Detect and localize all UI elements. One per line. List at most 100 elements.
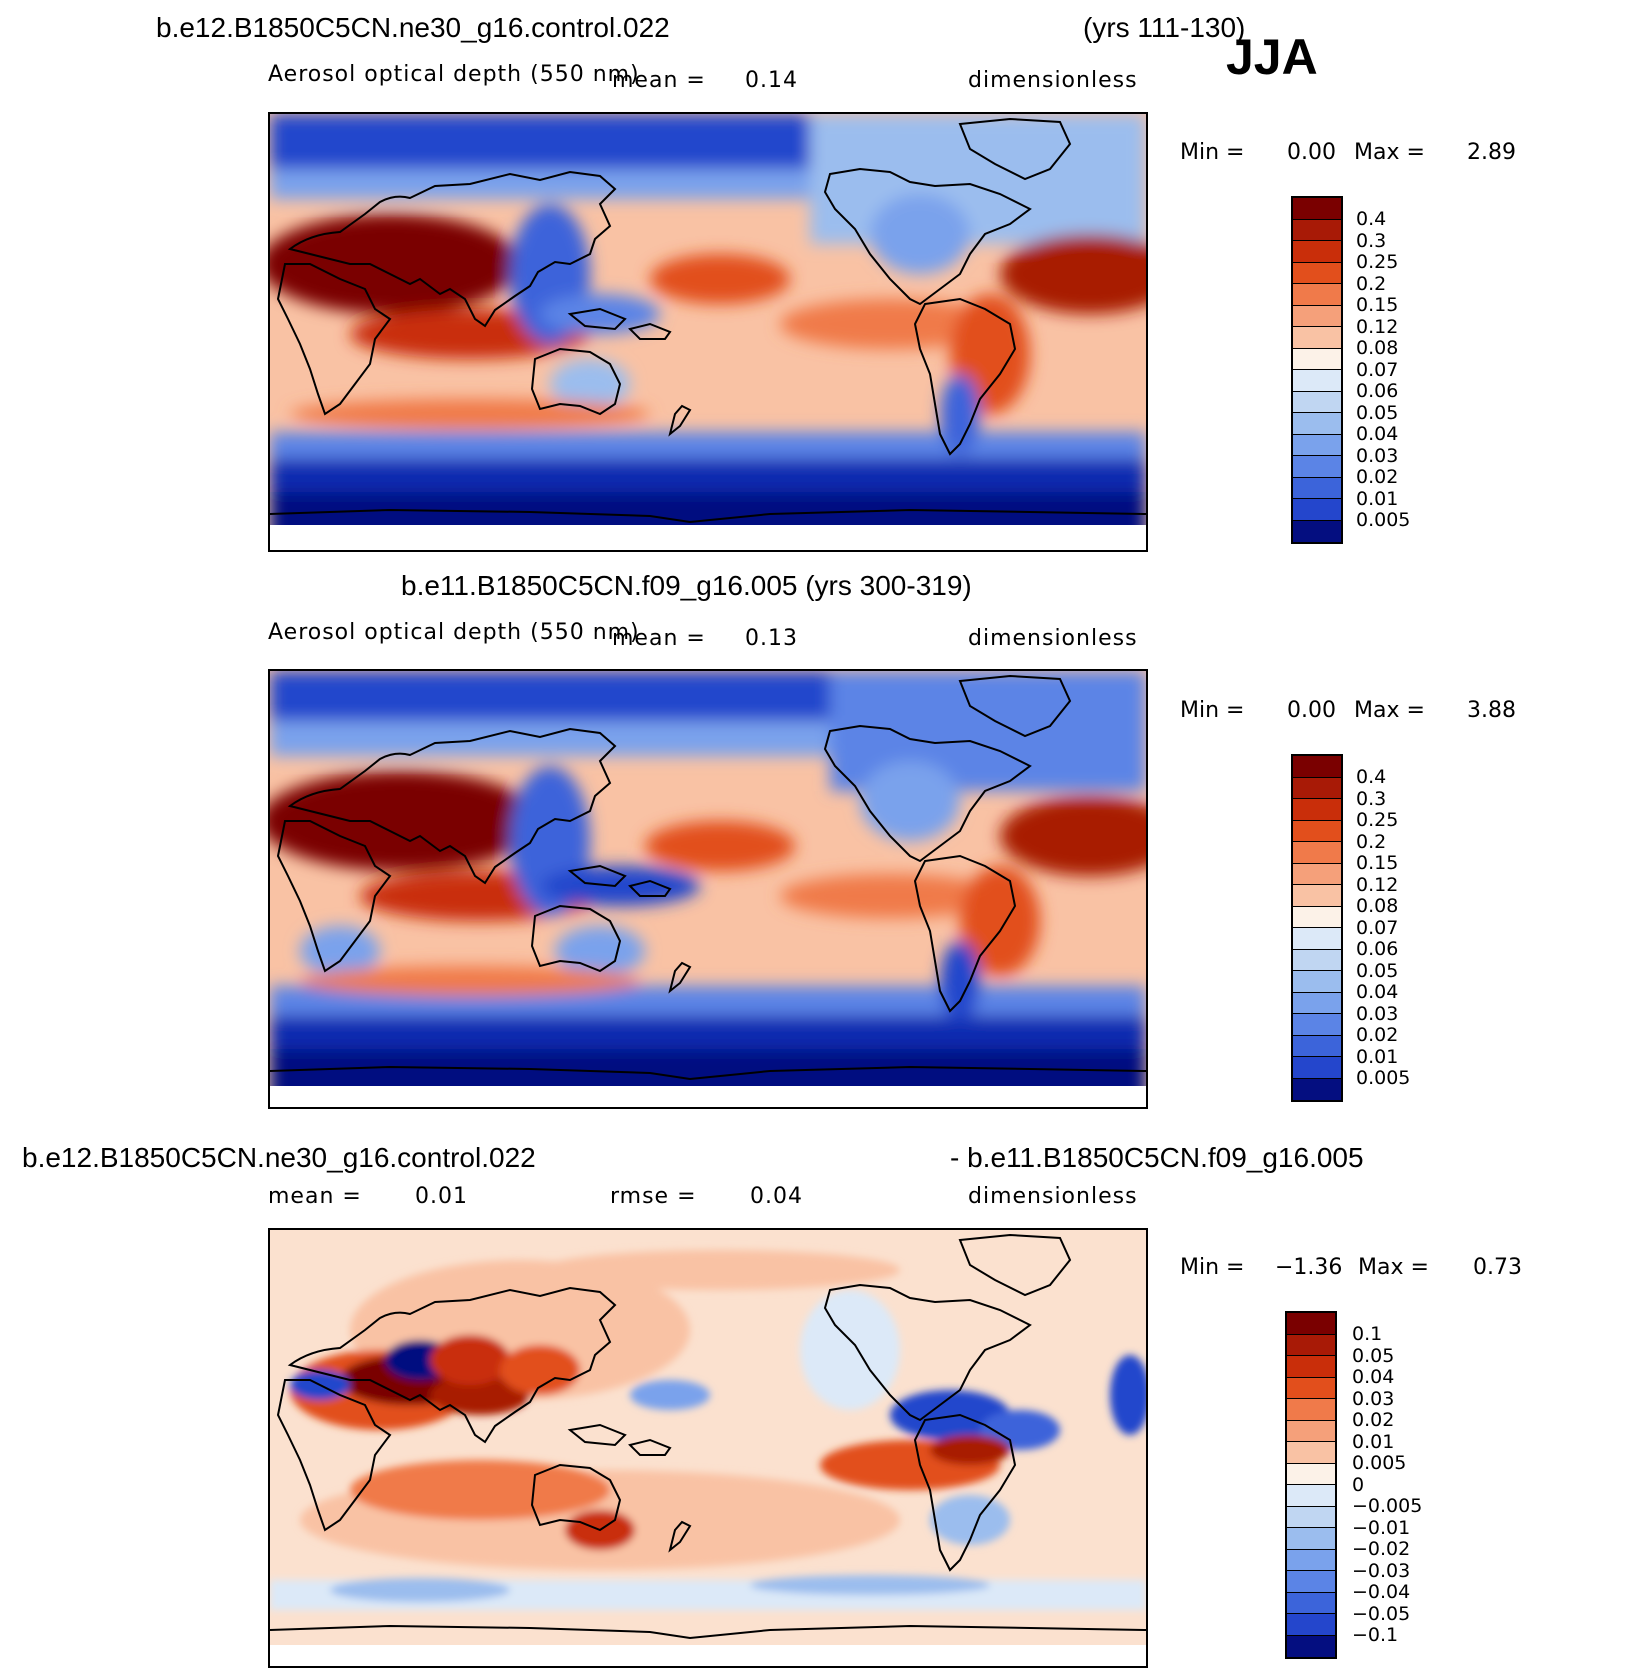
panel1-min-value: 0.00 [1287, 140, 1336, 165]
colorbar-swatch [1287, 1399, 1335, 1421]
panel2-mean-label: mean = [612, 626, 706, 651]
colorbar-swatch [1293, 928, 1341, 950]
panel2-map-svg [270, 671, 1146, 1107]
panel2-variable: Aerosol optical depth (550 nm) [268, 620, 640, 645]
colorbar-swatch [1287, 1420, 1335, 1442]
panel3-rmse-label: rmse = [610, 1184, 697, 1209]
colorbar-swatch [1293, 219, 1341, 241]
panel1-mean-label: mean = [612, 68, 706, 93]
panel3-mean-label: mean = [268, 1184, 362, 1209]
panel2-map [268, 669, 1148, 1109]
colorbar-label: −0.04 [1352, 1581, 1411, 1603]
colorbar-swatch [1293, 1035, 1341, 1057]
panel1-map [268, 112, 1148, 552]
panel1-map-svg [270, 114, 1146, 550]
panel2-max-value: 3.88 [1467, 698, 1516, 723]
colorbar-label: 0.005 [1352, 1452, 1407, 1474]
colorbar-label: 0.08 [1356, 895, 1399, 917]
colorbar-swatch [1293, 262, 1341, 284]
colorbar-swatch [1293, 327, 1341, 349]
colorbar-label: 0.07 [1356, 358, 1399, 381]
colorbar-swatch [1293, 499, 1341, 521]
colorbar-label: 0.12 [1356, 315, 1399, 338]
colorbar-label: 0.25 [1356, 251, 1399, 273]
panel2-title: b.e11.B1850C5CN.f09_g16.005 (yrs 300-319… [401, 570, 972, 601]
colorbar-label: 0.12 [1356, 873, 1399, 896]
colorbar-swatch [1287, 1377, 1335, 1399]
colorbar-swatch [1287, 1571, 1335, 1593]
colorbar-label: 0.06 [1356, 380, 1399, 402]
colorbar-label: 0.04 [1356, 981, 1399, 1003]
colorbar-swatch [1287, 1442, 1335, 1464]
panel1-max-value: 2.89 [1467, 140, 1516, 165]
colorbar-label: −0.02 [1352, 1538, 1411, 1560]
colorbar-label: −0.01 [1352, 1516, 1411, 1539]
colorbar-swatch [1293, 477, 1341, 499]
panel3-map [268, 1228, 1148, 1668]
colorbar-swatch [1287, 1549, 1335, 1571]
colorbar-label: 0.005 [1356, 509, 1411, 531]
colorbar-swatch [1293, 949, 1341, 971]
panel1-max-label: Max = [1354, 140, 1425, 165]
panel2-min-value: 0.00 [1287, 698, 1336, 723]
panel3-max-value: 0.73 [1473, 1255, 1522, 1280]
colorbar-label: 0.02 [1352, 1409, 1395, 1431]
colorbar-label: 0.03 [1356, 1002, 1399, 1025]
colorbar-label: 0 [1352, 1473, 1365, 1496]
colorbar-swatch [1287, 1528, 1335, 1550]
colorbar-swatch [1293, 1014, 1341, 1036]
colorbar-label: 0.15 [1356, 852, 1399, 874]
panel2-colorbar [1291, 754, 1343, 1102]
panel2-units: dimensionless [968, 626, 1138, 651]
colorbar-label: 0.25 [1356, 809, 1399, 831]
panel3-mean-value: 0.01 [415, 1184, 468, 1209]
colorbar-swatch [1293, 863, 1341, 885]
colorbar-swatch [1293, 391, 1341, 413]
panel2-min-label: Min = [1180, 698, 1245, 723]
colorbar-swatch [1293, 198, 1341, 220]
colorbar-swatch [1293, 456, 1341, 478]
panel3-rmse-value: 0.04 [750, 1184, 803, 1209]
colorbar-label: 0.4 [1356, 208, 1387, 230]
colorbar-swatch [1293, 348, 1341, 370]
colorbar-label: 0.2 [1356, 830, 1387, 853]
colorbar-label: 0.02 [1356, 1024, 1399, 1046]
panel1-mean-value: 0.14 [745, 68, 798, 93]
colorbar-swatch [1293, 434, 1341, 456]
colorbar-label: 0.05 [1352, 1344, 1395, 1367]
colorbar-label: 0.06 [1356, 938, 1399, 960]
panel3-min-value: −1.36 [1275, 1255, 1343, 1280]
colorbar-label: 0.05 [1356, 959, 1399, 982]
colorbar-swatch [1293, 756, 1341, 778]
colorbar-label: −0.03 [1352, 1559, 1411, 1582]
panel1-variable: Aerosol optical depth (550 nm) [268, 62, 640, 87]
panel3-title-left: b.e12.B1850C5CN.ne30_g16.control.022 [22, 1142, 536, 1173]
colorbar-swatch [1293, 520, 1341, 542]
panel3-units: dimensionless [968, 1184, 1138, 1209]
colorbar-swatch [1293, 992, 1341, 1014]
colorbar-label: 0.01 [1356, 1045, 1399, 1068]
panel3-title-right: - b.e11.B1850C5CN.f09_g16.005 [950, 1142, 1364, 1173]
season-label: JJA [1226, 29, 1318, 85]
panel1-title-left: b.e12.B1850C5CN.ne30_g16.control.022 [156, 12, 670, 43]
colorbar-label: 0.08 [1356, 337, 1399, 359]
colorbar-label: 0.01 [1352, 1430, 1395, 1453]
colorbar-label: 0.07 [1356, 916, 1399, 939]
panel1-colorbar [1291, 196, 1343, 544]
colorbar-swatch [1293, 413, 1341, 435]
colorbar-swatch [1287, 1592, 1335, 1614]
panel3-colorbar [1285, 1311, 1337, 1659]
colorbar-swatch [1287, 1313, 1335, 1335]
colorbar-label: 0.3 [1356, 787, 1387, 810]
colorbar-swatch [1293, 906, 1341, 928]
colorbar-swatch [1287, 1485, 1335, 1507]
colorbar-swatch [1293, 777, 1341, 799]
colorbar-label: −0.05 [1352, 1602, 1411, 1625]
colorbar-label: 0.01 [1356, 487, 1399, 510]
panel3-min-label: Min = [1180, 1255, 1245, 1280]
panel1-title-right: (yrs 111-130) [1083, 12, 1246, 43]
colorbar-label: 0.2 [1356, 272, 1387, 295]
colorbar-swatch [1293, 284, 1341, 306]
colorbar-swatch [1287, 1635, 1335, 1657]
colorbar-label: 0.3 [1356, 229, 1387, 252]
